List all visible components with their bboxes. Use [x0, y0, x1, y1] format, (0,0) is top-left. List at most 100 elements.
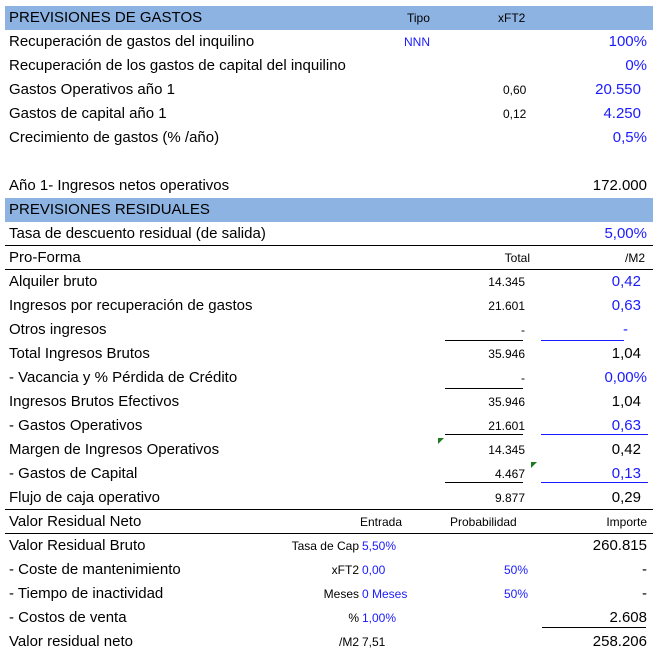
m2-value: 0,42	[611, 441, 641, 458]
entrada-value[interactable]: 0 Meses	[362, 587, 408, 601]
net-residual-title: Valor Residual Neto	[9, 513, 142, 530]
row-label: Tasa de descuento residual (de salida)	[9, 225, 266, 242]
noi-row: Año 1- Ingresos netos operativos 172.000	[5, 174, 653, 198]
entrada-value: 7,51	[362, 635, 386, 649]
row-label: Total Ingresos Brutos	[9, 345, 150, 362]
m2-value: 1,04	[611, 393, 641, 410]
expense-row-growth: Crecimiento de gastos (% /año) 0,5%	[5, 126, 653, 150]
proforma-row-opex: - Gastos Operativos 21.601 0,63	[5, 414, 653, 438]
row-label: Gastos de capital año 1	[9, 105, 167, 122]
m2-value[interactable]: 0,63	[611, 297, 641, 314]
row-label: Crecimiento de gastos (% /año)	[9, 129, 220, 146]
entrada-value[interactable]: 5,50%	[362, 539, 397, 553]
row-label: Valor Residual Bruto	[9, 537, 146, 554]
row-label: Flujo de caja operativo	[9, 489, 160, 506]
col-entrada-header: Entrada	[360, 515, 403, 529]
total-value: 4.467	[494, 467, 525, 481]
net-residual-header: Valor Residual Neto Entrada Probabilidad…	[5, 510, 653, 534]
capex-recovery-value[interactable]: 0%	[625, 57, 647, 74]
expense-row-opex: Gastos Operativos año 1 0,60 20.550	[5, 78, 653, 102]
row-label: Otros ingresos	[9, 321, 107, 338]
row-label: Recuperación de gastos del inquilino	[9, 33, 255, 50]
tipo-value[interactable]: NNN	[404, 35, 430, 49]
residual-title: PREVISIONES RESIDUALES	[9, 201, 210, 218]
row-label: Año 1- Ingresos netos operativos	[9, 177, 230, 194]
row-label: - Coste de mantenimiento	[9, 561, 181, 578]
probabilidad-value[interactable]: 50%	[503, 563, 528, 577]
discount-rate-value[interactable]: 5,00%	[604, 225, 647, 242]
col-importe-header: Importe	[606, 515, 647, 529]
importe-value: -	[642, 561, 647, 578]
total-value: 35.946	[488, 395, 525, 409]
recovery-value[interactable]: 100%	[608, 33, 647, 50]
net-residual-row-gross: Valor Residual Bruto Tasa de Cap 5,50% 2…	[5, 534, 653, 558]
total-value: 14.345	[488, 275, 525, 289]
m2-value: 0,29	[611, 489, 641, 506]
row-label: Alquiler bruto	[9, 273, 98, 290]
col-total-header: Total	[504, 251, 530, 265]
row-label: Margen de Ingresos Operativos	[9, 441, 220, 458]
proforma-row-vacancy: - Vacancia y % Pérdida de Crédito - 0,00…	[5, 366, 653, 390]
subtotal-underline	[541, 340, 624, 341]
subtotal-underline	[445, 434, 523, 435]
col-tipo-header: Tipo	[407, 11, 430, 25]
row-label: Gastos Operativos año 1	[9, 81, 175, 98]
subtotal-underline	[541, 434, 648, 435]
proforma-row-other-income: Otros ingresos - -	[5, 318, 653, 342]
m2-value: 1,04	[611, 345, 641, 362]
net-residual-row-net: Valor residual neto /M2 7,51 258.206	[5, 630, 653, 654]
m2-value[interactable]: 0,63	[611, 417, 641, 434]
proforma-row-gross-rent: Alquiler bruto 14.345 0,42	[5, 270, 653, 294]
expenses-header: PREVISIONES DE GASTOS Tipo xFT2	[5, 6, 653, 30]
net-residual-row-sale-costs: - Costos de venta % 1,00% 2.608	[5, 606, 653, 630]
m2-value[interactable]: 0,13	[611, 465, 641, 482]
noi-value: 172.000	[592, 177, 647, 194]
total-value: 9.877	[494, 491, 525, 505]
importe-value: 260.815	[592, 537, 647, 554]
m2-value[interactable]: 0,42	[611, 273, 641, 290]
probabilidad-value[interactable]: 50%	[503, 587, 528, 601]
cell-comment-indicator-icon	[438, 438, 444, 444]
importe-value: -	[642, 585, 647, 602]
proforma-row-effective-gross: Ingresos Brutos Efectivos 35.946 1,04	[5, 390, 653, 414]
discount-rate-row: Tasa de descuento residual (de salida) 5…	[5, 222, 653, 246]
expense-row-capex-recovery: Recuperación de los gastos de capital de…	[5, 54, 653, 78]
row-label: - Costos de venta	[9, 609, 127, 626]
col-m2-header: /M2	[624, 251, 645, 265]
unit-label: Tasa de Cap	[291, 539, 359, 553]
row-label: - Vacancia y % Pérdida de Crédito	[9, 369, 238, 386]
net-residual-row-maintenance: - Coste de mantenimiento xFT2 0,00 50% -	[5, 558, 653, 582]
proforma-row-total-gross: Total Ingresos Brutos 35.946 1,04	[5, 342, 653, 366]
subtotal-underline	[542, 627, 646, 628]
opex-value[interactable]: 20.550	[595, 81, 641, 98]
proforma-title: Pro-Forma	[9, 249, 81, 266]
row-label: - Gastos de Capital	[9, 465, 138, 482]
proforma-row-recovery-income: Ingresos por recuperación de gastos 21.6…	[5, 294, 653, 318]
col-probabilidad-header: Probabilidad	[450, 515, 517, 529]
row-label: Recuperación de los gastos de capital de…	[9, 57, 346, 74]
importe-value: 2.608	[609, 609, 647, 626]
proforma-header: Pro-Forma Total /M2	[5, 246, 653, 270]
unit-label: %	[348, 611, 359, 625]
vacancy-pct-value[interactable]: 0,00%	[604, 369, 647, 386]
entrada-value[interactable]: 1,00%	[362, 611, 397, 625]
total-value: 35.946	[488, 347, 525, 361]
total-value: -	[521, 323, 525, 337]
proforma-row-capex: - Gastos de Capital 4.467 0,13	[5, 462, 653, 486]
col-xft2-header: xFT2	[498, 11, 526, 25]
unit-label: /M2	[338, 635, 359, 649]
total-value: 14.345	[488, 443, 525, 457]
expenses-title: PREVISIONES DE GASTOS	[9, 9, 203, 26]
capex-value[interactable]: 4.250	[603, 105, 641, 122]
importe-value: 258.206	[592, 633, 647, 650]
xft2-value: 0,12	[503, 107, 527, 121]
net-residual-row-downtime: - Tiempo de inactividad Meses 0 Meses 50…	[5, 582, 653, 606]
expense-row-capex: Gastos de capital año 1 0,12 4.250	[5, 102, 653, 126]
growth-value[interactable]: 0,5%	[612, 129, 647, 146]
cell-comment-indicator-icon	[531, 462, 537, 468]
m2-value[interactable]: -	[623, 321, 628, 338]
row-label: - Gastos Operativos	[9, 417, 143, 434]
unit-label: xFT2	[331, 563, 359, 577]
total-value: -	[521, 371, 525, 385]
entrada-value[interactable]: 0,00	[362, 563, 386, 577]
